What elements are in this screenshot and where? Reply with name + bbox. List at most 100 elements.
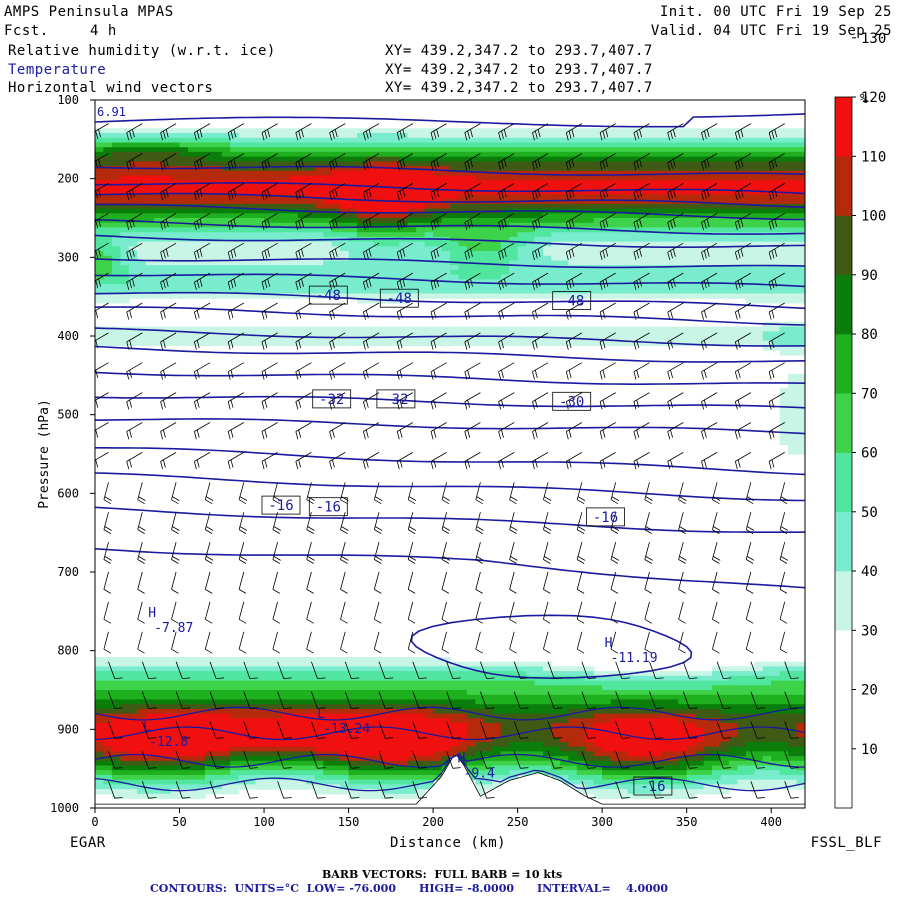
rh-cell — [703, 713, 713, 719]
rh-cell — [636, 699, 646, 705]
rh-cell — [314, 222, 324, 228]
rh-cell — [373, 170, 383, 177]
rh-cell — [686, 775, 696, 781]
rh-cell — [188, 727, 198, 734]
rh-cell — [559, 161, 569, 167]
rh-cell — [314, 737, 324, 743]
rh-cell — [137, 265, 147, 271]
rh-cell — [475, 213, 485, 219]
rh-cell — [221, 723, 231, 729]
rh-cell — [281, 713, 291, 719]
rh-cell — [678, 741, 688, 748]
rh-cell — [602, 765, 612, 771]
rh-cell — [695, 284, 705, 290]
rh-cell — [669, 218, 679, 224]
rh-cell — [517, 727, 527, 734]
rh-cell — [559, 260, 569, 266]
rh-cell — [171, 671, 181, 677]
rh-cell — [272, 326, 282, 332]
rh-cell — [213, 326, 223, 332]
rh-cell — [221, 251, 231, 257]
rh-cell — [238, 694, 248, 700]
rh-cell — [695, 704, 705, 710]
rh-cell — [441, 708, 451, 715]
rh-cell — [619, 213, 629, 219]
rh-cell — [188, 142, 198, 148]
rh-cell — [281, 657, 291, 663]
rh-cell — [154, 713, 164, 719]
rh-cell — [230, 737, 240, 743]
rh-cell — [678, 694, 688, 700]
rh-cell — [602, 222, 612, 228]
rh-cell — [196, 685, 206, 691]
rh-cell — [686, 793, 696, 800]
rh-cell — [255, 284, 265, 290]
rh-cell — [433, 723, 443, 729]
rh-cell — [712, 203, 722, 210]
rh-cell — [373, 269, 383, 276]
rh-cell — [340, 269, 350, 276]
rh-cell — [145, 340, 155, 346]
rh-cell — [492, 680, 502, 686]
rh-cell — [323, 189, 333, 195]
rh-cell — [568, 133, 578, 139]
rh-cell — [399, 246, 409, 252]
rh-cell — [145, 260, 155, 266]
rh-cell — [230, 236, 240, 243]
rh-cell — [230, 718, 240, 724]
rh-cell — [644, 284, 654, 290]
rh-cell — [154, 260, 164, 266]
rh-cell — [458, 227, 468, 233]
rh-cell — [221, 156, 231, 162]
rh-cell — [492, 336, 502, 342]
rh-cell — [551, 746, 561, 752]
rh-cell — [492, 331, 502, 337]
rh-cell — [509, 166, 519, 172]
rh-cell — [534, 142, 544, 148]
rh-cell — [103, 690, 113, 696]
rh-cell — [365, 298, 375, 304]
rh-cell — [306, 694, 316, 700]
rh-cell — [483, 694, 493, 700]
rh-cell — [661, 685, 671, 691]
rh-cell — [500, 666, 510, 672]
rh-cell — [568, 199, 578, 205]
rh-cell — [255, 699, 265, 705]
rh-cell — [610, 732, 620, 738]
rh-cell — [627, 151, 637, 158]
rh-cell — [441, 156, 451, 162]
rh-cell — [264, 671, 274, 677]
rh-cell — [255, 661, 265, 667]
rh-cell — [576, 170, 586, 177]
rh-cell — [703, 208, 713, 214]
rh-cell — [500, 151, 510, 158]
rh-cell — [441, 713, 451, 719]
rh-cell — [492, 732, 502, 738]
rh-cell — [593, 793, 603, 800]
rh-cell — [357, 175, 367, 181]
rh-cell — [145, 246, 155, 252]
rh-cell — [407, 133, 417, 139]
rh-cell — [466, 227, 476, 233]
rh-cell — [669, 166, 679, 172]
rh-cell — [652, 137, 662, 144]
rh-cell — [103, 185, 113, 191]
rh-cell — [517, 227, 527, 233]
rh-cell — [390, 194, 400, 200]
rh-cell — [306, 699, 316, 705]
rh-cell — [517, 284, 527, 290]
rh-cell — [145, 288, 155, 295]
rh-cell — [154, 227, 164, 233]
rh-cell — [365, 128, 375, 134]
rh-cell — [137, 704, 147, 710]
rh-cell — [458, 336, 468, 342]
rh-cell — [154, 142, 164, 148]
rh-cell — [695, 732, 705, 738]
rh-cell — [534, 137, 544, 144]
rh-cell — [323, 336, 333, 342]
rh-cell — [619, 260, 629, 266]
rh-cell — [576, 189, 586, 195]
rh-cell — [95, 133, 105, 139]
rh-cell — [652, 166, 662, 172]
rh-cell — [636, 208, 646, 214]
